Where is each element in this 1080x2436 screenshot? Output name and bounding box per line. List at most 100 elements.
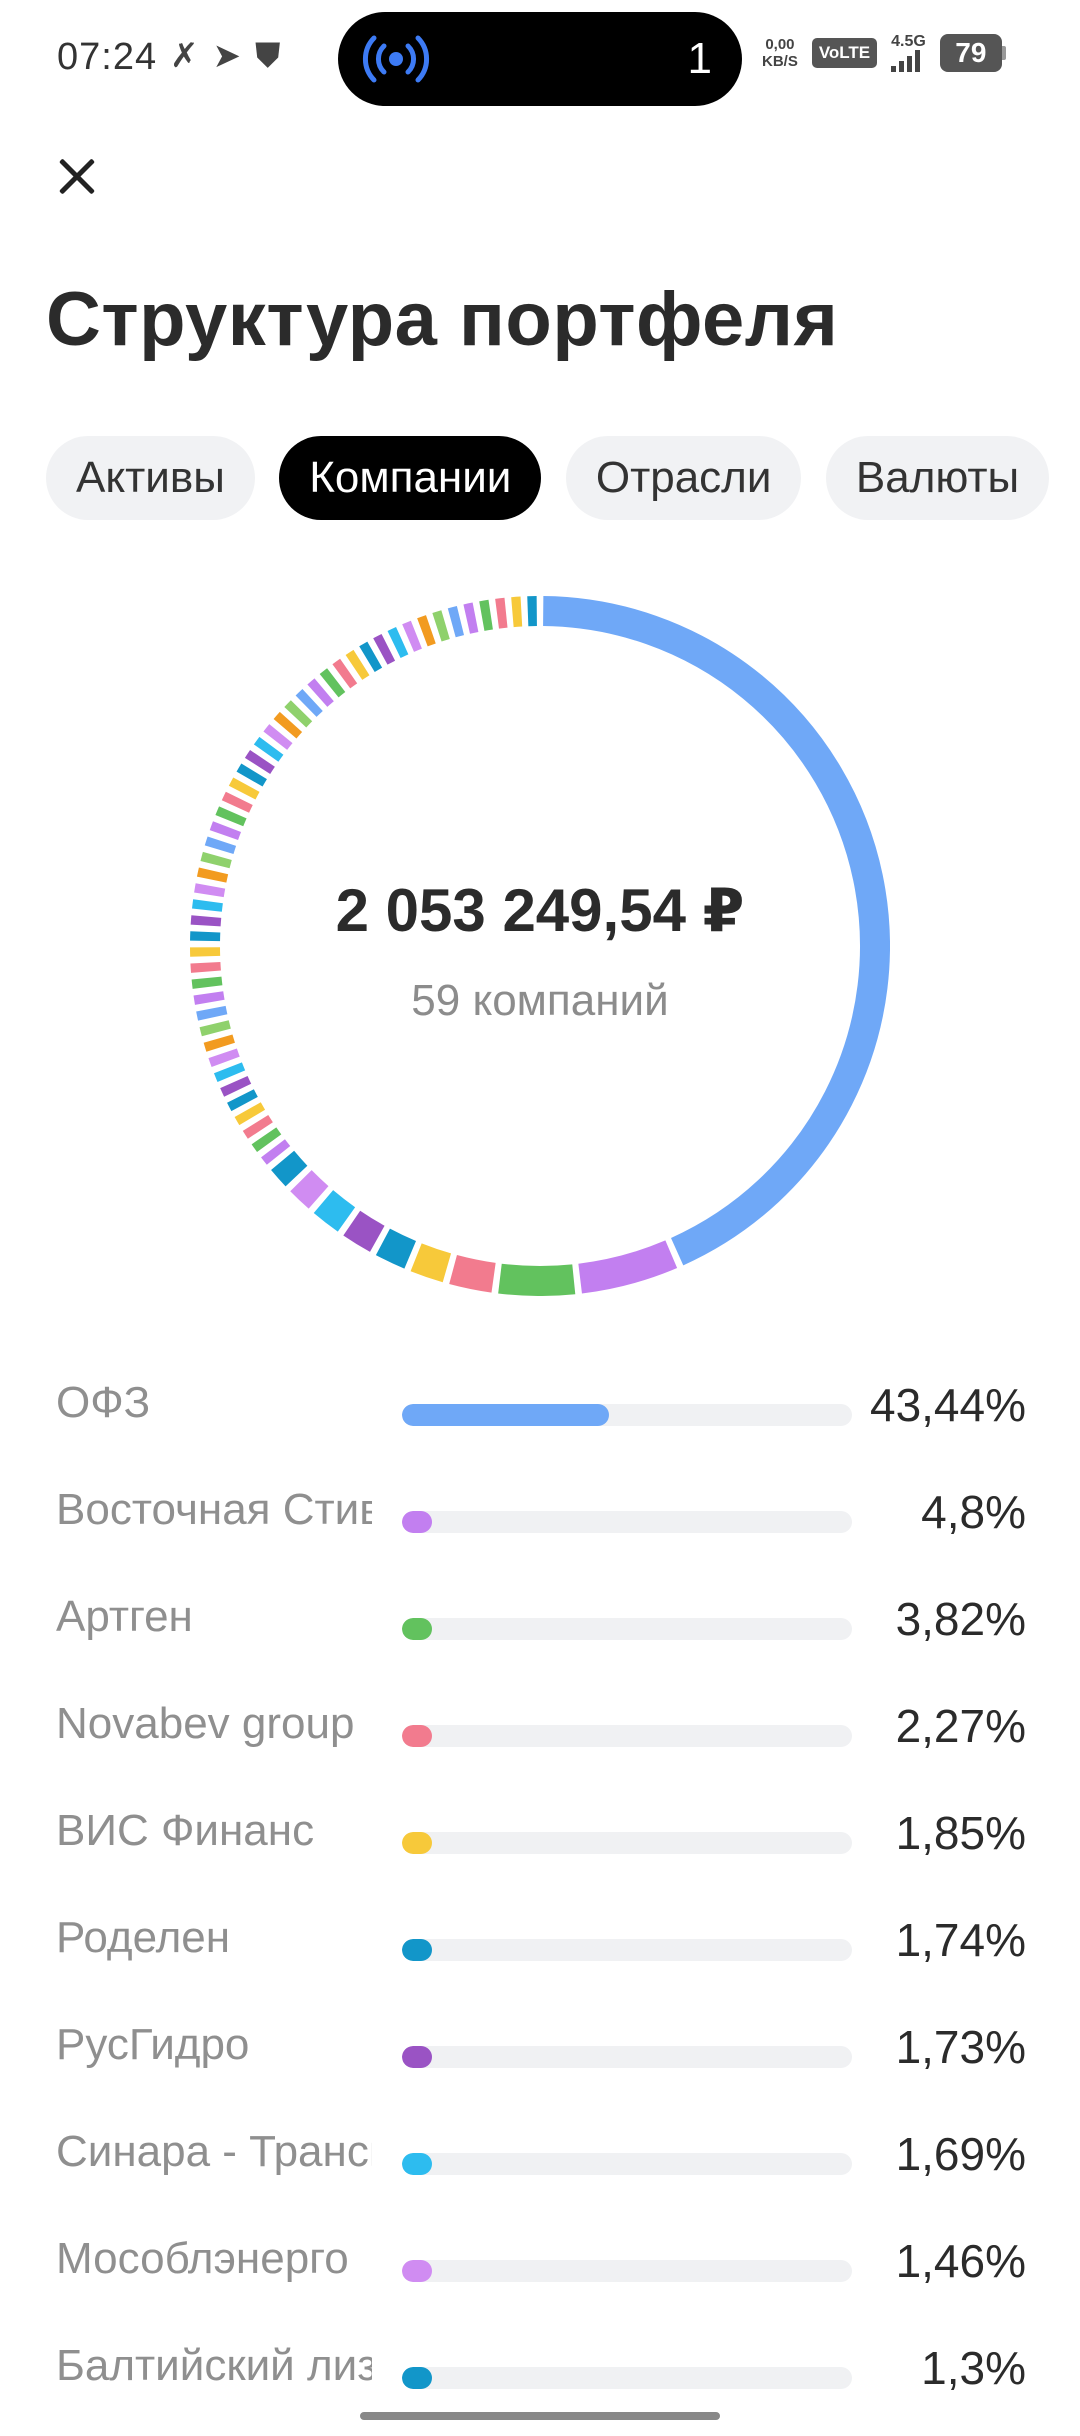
share-bar-fill <box>402 2046 432 2068</box>
donut-segment <box>242 1114 273 1139</box>
share-bar-fill <box>402 1725 432 1747</box>
company-name: ВИС Финанс <box>56 1806 315 1855</box>
donut-segment <box>498 1263 576 1296</box>
donut-segment <box>284 700 313 728</box>
list-item[interactable]: Артген 3,82% <box>56 1574 1026 1681</box>
telegram-icon: ➤ <box>212 37 242 75</box>
company-list: ОФЗ 43,44% Восточная Стивидорная Компания 4… <box>56 1360 1026 2430</box>
share-bar <box>402 1618 852 1640</box>
volte-badge: VoLTE <box>811 38 878 68</box>
donut-segment <box>479 599 493 631</box>
donut-segment <box>196 1005 228 1021</box>
broadcast-icon <box>362 35 430 83</box>
donut-segment <box>251 1127 282 1152</box>
close-button[interactable] <box>50 150 104 204</box>
notification-icons: ✗ ➤ ⛊ <box>170 36 281 76</box>
list-item[interactable]: Роделен 1,74% <box>56 1895 1026 2002</box>
system-indicators: 0,00 KB/S VoLTE 4.5G 79 <box>762 34 1006 72</box>
shield-icon: ⛊ <box>255 37 281 75</box>
company-name: Роделен <box>56 1913 231 1962</box>
donut-segment <box>234 1102 266 1126</box>
donut-segment <box>447 606 465 638</box>
share-percent: 3,82% <box>895 1593 1026 1645</box>
donut-segment <box>228 777 260 800</box>
company-name: Синара - Транспортные Машины <box>56 2127 372 2176</box>
portfolio-total: 2 053 249,54 ₽ <box>335 877 745 944</box>
share-percent: 1,73% <box>895 2021 1026 2073</box>
list-item[interactable]: ВИС Финанс 1,85% <box>56 1788 1026 1895</box>
list-item[interactable]: Novabev group 2,27% <box>56 1681 1026 1788</box>
donut-segment <box>227 1089 258 1112</box>
share-bar-fill <box>402 1511 432 1533</box>
donut-segment <box>191 976 223 989</box>
company-name: Восточная Стивидорная Компания <box>56 1485 372 1534</box>
donut-segment <box>343 1210 385 1252</box>
tab-companies[interactable]: Компании <box>279 436 542 520</box>
share-percent: 1,74% <box>895 1914 1026 1966</box>
company-name: РусГидро <box>56 2020 250 2069</box>
donut-segment <box>271 1150 308 1187</box>
list-item[interactable]: ОФЗ 43,44% <box>56 1360 1026 1467</box>
donut-segment <box>208 1048 240 1068</box>
company-name: Балтийский лизинг <box>56 2341 372 2390</box>
donut-segment <box>402 620 422 652</box>
donut-svg <box>190 596 890 1296</box>
donut-segment <box>273 711 303 739</box>
donut-segment <box>244 749 275 774</box>
donut-segment <box>387 626 409 658</box>
donut-segment <box>199 1020 231 1037</box>
donut-segment <box>253 736 284 762</box>
donut-segment <box>290 1170 329 1209</box>
donut-segment <box>263 724 293 750</box>
share-percent: 1,3% <box>921 2342 1026 2394</box>
status-bar: 07:24 ✗ ➤ ⛊ 1 0,00 KB/S VoLTE 4.5G 79 <box>0 0 1080 120</box>
network-speed: 0,00 KB/S <box>762 36 798 70</box>
share-percent: 1,85% <box>895 1807 1026 1859</box>
share-percent: 2,27% <box>895 1700 1026 1752</box>
share-bar-fill <box>402 2367 432 2389</box>
donut-segment <box>203 1034 235 1052</box>
tab-assets[interactable]: Активы <box>46 436 255 520</box>
share-bar <box>402 1511 852 1533</box>
donut-segment <box>495 597 508 629</box>
company-name: Novabev group <box>56 1699 355 1748</box>
share-bar-fill <box>402 1939 432 1961</box>
home-indicator[interactable] <box>360 2412 720 2420</box>
battery-icon: 79 <box>939 34 1006 72</box>
dynamic-island[interactable]: 1 <box>338 12 742 106</box>
list-item[interactable]: Синара - Транспортные Машины 1,69% <box>56 2109 1026 2216</box>
list-item[interactable]: Мособлэнерго 1,46% <box>56 2216 1026 2323</box>
list-item[interactable]: Восточная Стивидорная Компания 4,8% <box>56 1467 1026 1574</box>
share-bar-fill <box>402 1618 432 1640</box>
tab-sectors[interactable]: Отрасли <box>565 436 802 520</box>
donut-segment <box>261 1139 291 1165</box>
donut-segment <box>313 1190 356 1232</box>
call-missed-icon: ✗ <box>170 37 199 75</box>
share-bar-fill <box>402 1404 610 1426</box>
share-bar <box>402 1404 852 1426</box>
donut-segment <box>236 763 267 787</box>
company-name: Мособлэнерго <box>56 2234 349 2283</box>
donut-segment <box>204 836 237 855</box>
category-tabs: Активы Компании Отрасли Валюты <box>46 436 1080 520</box>
page-title: Структура портфеля <box>46 277 839 362</box>
donut-segment <box>295 688 323 717</box>
list-item[interactable]: РусГидро 1,73% <box>56 2002 1026 2109</box>
donut-segment <box>373 633 396 665</box>
share-bar-fill <box>402 2153 432 2175</box>
tab-currencies[interactable]: Валюты <box>825 436 1050 520</box>
share-bar-fill <box>402 1832 432 1854</box>
donut-segment <box>193 991 225 1005</box>
company-name: ОФЗ <box>56 1378 151 1427</box>
donut-segment <box>194 883 226 898</box>
status-time: 07:24 <box>57 36 158 78</box>
donut-segment <box>307 678 334 707</box>
donut-segment <box>190 961 221 973</box>
portfolio-donut-chart: 2 053 249,54 ₽ 59 компаний <box>190 596 890 1296</box>
donut-segment <box>192 899 223 912</box>
list-item[interactable]: Балтийский лизинг 1,3% <box>56 2323 1026 2430</box>
donut-segment <box>221 791 253 813</box>
share-percent: 1,69% <box>895 2128 1026 2180</box>
donut-segment <box>213 1062 246 1082</box>
share-bar <box>402 1725 852 1747</box>
